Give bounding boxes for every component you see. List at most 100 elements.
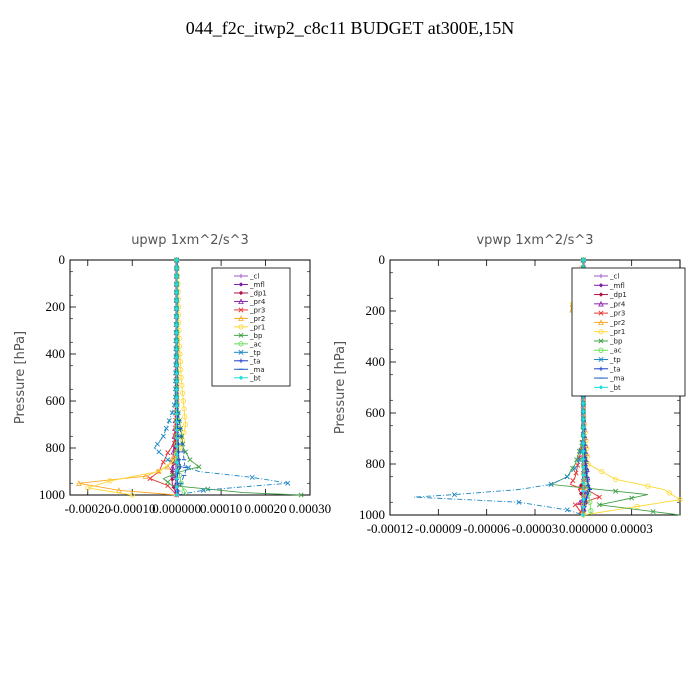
series-marker-bp <box>205 486 211 492</box>
y-tick-label: 0 <box>59 252 66 267</box>
series-marker-pr3 <box>147 476 153 482</box>
series-marker-bp <box>165 479 171 485</box>
series-marker-dp1 <box>170 477 175 482</box>
series-marker-bt <box>174 468 179 473</box>
series-marker-bt <box>174 444 179 449</box>
series-marker-pr1 <box>677 497 683 503</box>
series-marker-bp <box>596 502 602 508</box>
legend-marker <box>598 319 604 325</box>
series-marker-bt <box>174 257 179 263</box>
series-marker-pr1 <box>156 468 162 475</box>
y-axis-label: Pressure [hPa] <box>13 331 28 424</box>
y-tick-label: 800 <box>46 440 66 455</box>
series-marker-pr1 <box>179 382 185 388</box>
legend-marker <box>598 366 604 371</box>
x-tick-label: -0.00003 <box>512 521 559 536</box>
legend-label: _bt <box>249 374 261 382</box>
legend-label: _bt <box>609 384 621 392</box>
series-marker-bt <box>581 409 586 414</box>
series-marker-pr1 <box>178 374 184 381</box>
series-marker-bp <box>629 495 635 501</box>
vpwp-panel: vpwp 1xm^2/s^3 Pressure [hPa] 0 200 400 600 80… <box>333 233 686 536</box>
legend-label: _pr2 <box>609 319 625 327</box>
series-marker-tp <box>564 474 570 480</box>
y-tick-label: 200 <box>46 299 66 314</box>
series-marker-dp1 <box>172 445 178 451</box>
series-marker-pr2 <box>169 456 175 462</box>
y-tick-label: 800 <box>366 456 386 471</box>
series-marker-ac <box>181 488 187 494</box>
y-axis-label: Pressure [hPa] <box>333 341 348 434</box>
series-marker-bt <box>581 441 586 446</box>
legend-label: _mfl <box>609 282 625 290</box>
legend-label: _tp <box>249 349 261 357</box>
series-marker-bt <box>174 330 179 336</box>
legend-label: _ta <box>249 357 261 365</box>
series-marker-pr1 <box>599 469 605 475</box>
legend-marker <box>598 300 604 307</box>
series-marker-pr4 <box>577 499 583 505</box>
legend-marker <box>238 282 244 287</box>
legend-label: _pr4 <box>249 298 266 306</box>
series-marker-bt <box>581 512 586 518</box>
series-marker-tp <box>200 487 206 493</box>
series-marker-bt <box>174 314 179 319</box>
series-marker-bt <box>174 306 179 311</box>
legend-marker <box>238 332 244 338</box>
series-marker-bt <box>174 411 179 417</box>
series-marker-ta <box>583 463 588 468</box>
x-tick-label: -0.00010 <box>109 501 156 516</box>
series-marker-bp <box>187 457 193 463</box>
series-marker-pr2 <box>142 473 149 479</box>
legend-label: _ta <box>609 365 621 373</box>
series-marker-bt <box>174 346 179 352</box>
series-marker-pr1 <box>179 390 186 396</box>
x-tick-label: 0.000000 <box>152 501 201 516</box>
legend-marker <box>598 273 604 279</box>
legend-label: _tp <box>609 356 621 364</box>
x-tick-label: -0.00006 <box>463 521 510 536</box>
legend-label: _bp <box>609 337 623 345</box>
series-marker-tp <box>165 457 171 463</box>
series-marker-bt <box>174 436 179 441</box>
legend-label: _mfl <box>249 281 265 289</box>
series-marker-bt <box>174 419 179 425</box>
series-marker-pr1 <box>634 503 640 510</box>
series-marker-bt <box>174 403 179 409</box>
series-marker-bt <box>581 480 586 486</box>
series-marker-pr1 <box>180 398 186 404</box>
series-marker-pr4 <box>169 464 176 471</box>
legend-marker <box>598 283 604 288</box>
legend-marker <box>238 375 244 380</box>
x-tick-label: -0.00009 <box>415 521 462 536</box>
series-marker-pr3 <box>596 494 602 500</box>
series-marker-bt <box>174 282 179 287</box>
series-marker-pr3 <box>573 470 579 476</box>
series-marker-tp <box>249 474 255 480</box>
x-tick-label: -0.00012 <box>367 521 414 536</box>
x-tick-label: 0.00003 <box>611 521 653 536</box>
y-tick-label: 600 <box>46 393 66 408</box>
series-marker-ta <box>178 464 183 469</box>
series-marker-bp <box>570 465 576 471</box>
series-marker-bt <box>174 371 179 376</box>
series-marker-ta <box>584 470 589 476</box>
series-marker-tp <box>156 449 162 455</box>
series-marker-pr1 <box>645 483 651 489</box>
legend-label: _ma <box>249 366 265 374</box>
legend-marker <box>598 357 604 363</box>
series-marker-bp <box>183 449 189 455</box>
series-marker-bt <box>581 496 586 502</box>
series-marker-tp <box>576 457 582 463</box>
series-marker-pr2 <box>164 463 171 470</box>
legend-marker <box>238 358 244 363</box>
series-marker-pr1 <box>181 406 187 412</box>
series-marker-bp <box>169 472 175 478</box>
legend-marker <box>238 273 244 279</box>
series-marker-bt <box>581 425 586 430</box>
chart-title: vpwp 1xm^2/s^3 <box>476 233 593 248</box>
series-marker-bt <box>174 322 179 328</box>
series-marker-bp <box>650 509 656 515</box>
legend-box <box>571 267 686 397</box>
